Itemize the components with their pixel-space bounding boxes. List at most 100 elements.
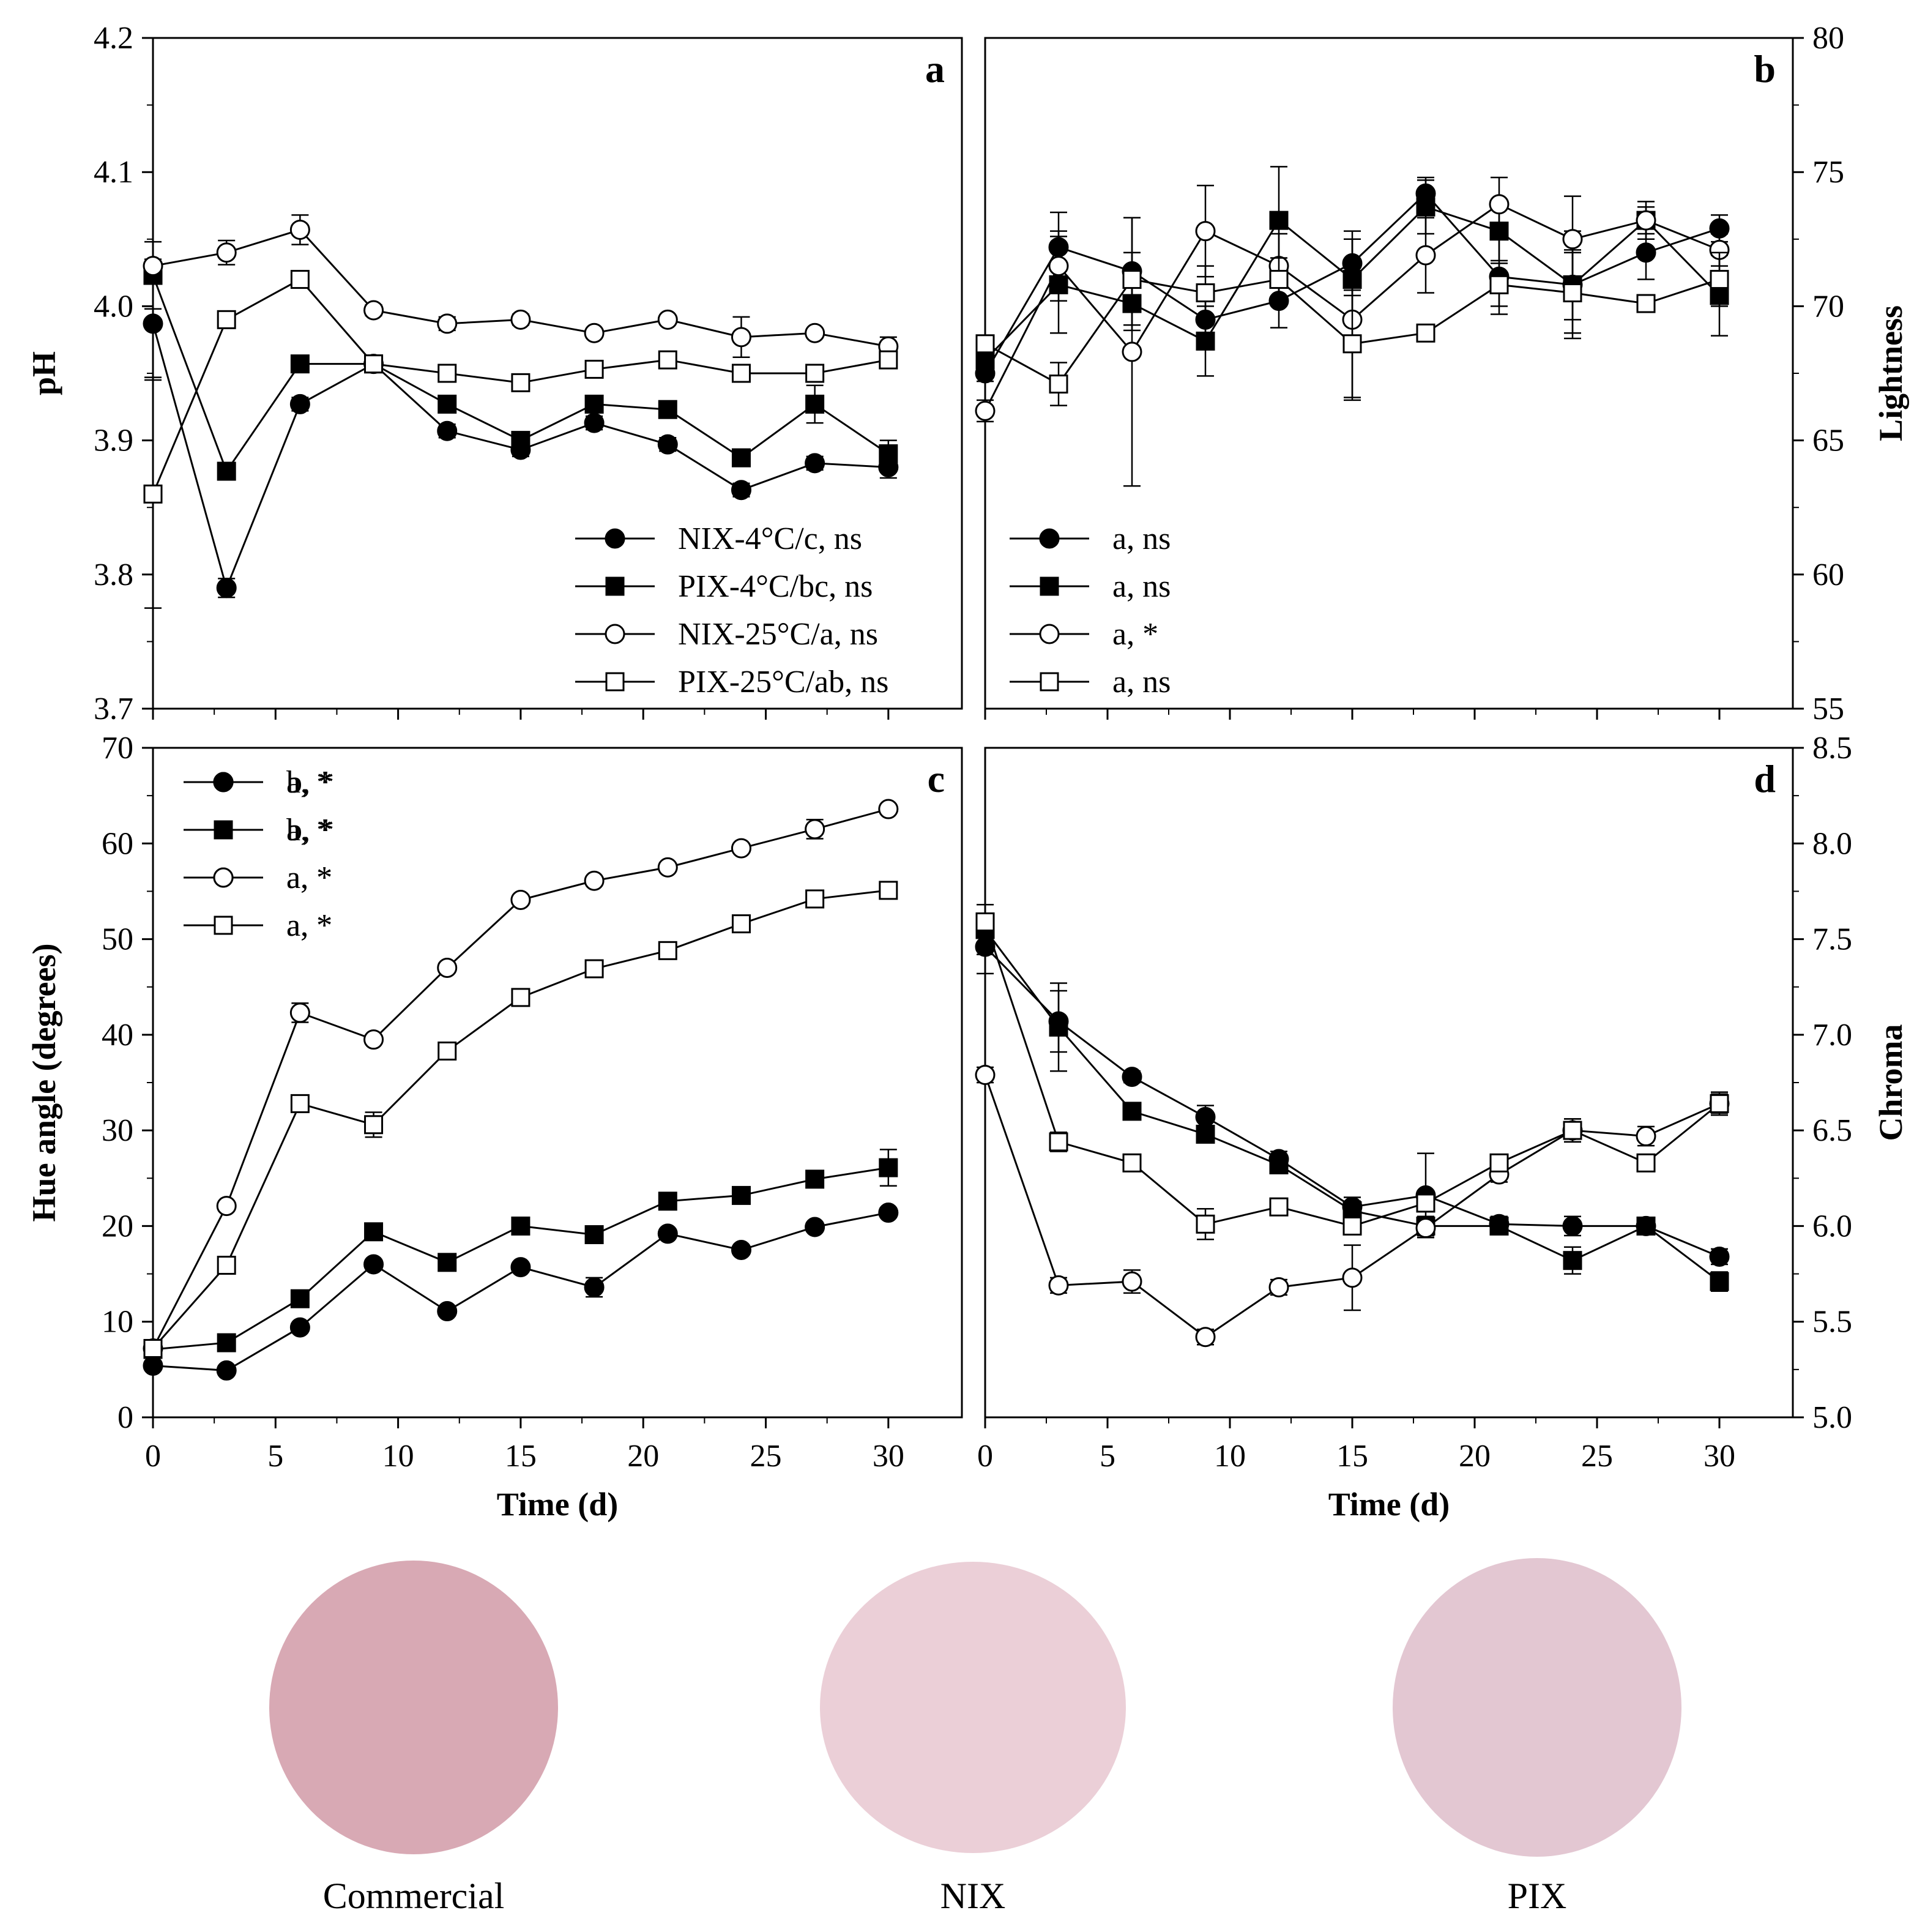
data-point — [1489, 1153, 1509, 1173]
data-point — [731, 448, 751, 468]
series-pix25 — [975, 252, 1729, 406]
data-point — [511, 988, 531, 1007]
legend-label: a, * — [286, 860, 332, 895]
legend-label: b, * — [286, 765, 334, 800]
data-point — [511, 431, 531, 450]
series-pix25 — [143, 881, 898, 1358]
data-point — [1489, 194, 1510, 215]
data-point — [217, 461, 236, 481]
legend-marker — [1040, 672, 1059, 692]
data-point — [1269, 211, 1289, 230]
legend-label: a, ns — [1112, 521, 1171, 556]
y-tick-label: 5.5 — [1812, 1305, 1852, 1340]
data-point — [878, 1203, 899, 1223]
data-point — [975, 350, 995, 370]
data-point — [511, 373, 531, 392]
x-tick-label: 5 — [267, 1439, 283, 1474]
x-tick-label: 30 — [1703, 1439, 1735, 1474]
data-point — [217, 1256, 236, 1275]
data-point — [805, 1217, 825, 1237]
legend-label: b, * — [286, 813, 334, 848]
data-point — [1563, 283, 1582, 302]
sample-disc-commercial — [269, 1561, 558, 1854]
data-point — [143, 484, 163, 504]
series-pix4 — [143, 241, 898, 481]
data-point — [1710, 1094, 1729, 1113]
data-point — [658, 400, 677, 419]
data-point — [1122, 1102, 1142, 1121]
data-point — [1563, 1121, 1582, 1140]
x-tick-label: 10 — [1214, 1439, 1246, 1474]
data-point — [1122, 1067, 1142, 1087]
data-point — [584, 359, 604, 379]
data-point — [1636, 294, 1656, 313]
data-point — [290, 270, 310, 289]
data-point — [584, 412, 605, 433]
data-point — [437, 420, 458, 441]
data-point — [363, 300, 384, 321]
data-point — [805, 364, 825, 383]
data-point — [731, 914, 751, 934]
data-point — [216, 1196, 237, 1217]
data-point — [437, 1301, 458, 1322]
data-point — [1710, 270, 1729, 289]
y-tick-label: 70 — [1812, 289, 1844, 324]
data-point — [217, 310, 236, 329]
y-tick-label: 20 — [102, 1209, 133, 1244]
data-point — [363, 1029, 384, 1050]
data-point — [510, 1257, 531, 1278]
x-tick-label: 15 — [1336, 1439, 1368, 1474]
data-point — [143, 313, 163, 334]
sample-photos: Commercial NIX PIX — [269, 1558, 1681, 1916]
data-point — [438, 1253, 457, 1272]
x-tick-label: 20 — [627, 1439, 659, 1474]
data-point — [290, 354, 310, 374]
legend: a, * a, * a, * a, * — [184, 765, 332, 943]
data-point — [289, 393, 310, 414]
data-point — [975, 334, 995, 354]
series-pix25 — [143, 270, 898, 609]
series-line — [152, 1212, 889, 1371]
panel-d-chroma-chart: 5.0 5.5 6.0 6.5 7.0 7.5 8.0 8.5 0 5 10 15 20 25 30 Time… — [184, 731, 1909, 1523]
data-point — [657, 857, 678, 878]
data-point — [1196, 1124, 1215, 1144]
panel-a-ph-chart: 3.7 3.8 3.9 4.0 4.1 4.2 pH a NIX-4°C/c, ns PIX-4°… — [26, 21, 963, 726]
data-point — [437, 957, 458, 978]
data-point — [1636, 210, 1656, 231]
data-point — [1196, 331, 1215, 351]
plot-frame — [152, 37, 963, 710]
data-point — [878, 799, 899, 819]
y-tick-label: 4.0 — [94, 289, 133, 324]
x-tick-label: 30 — [873, 1439, 904, 1474]
data-point — [1122, 1271, 1142, 1292]
data-point — [1562, 1215, 1583, 1236]
legend-marker — [605, 624, 625, 644]
photo-label-pix: PIX — [1508, 1876, 1567, 1916]
data-point — [363, 1254, 384, 1275]
y-tick-label: 30 — [102, 1113, 133, 1148]
data-point — [437, 313, 458, 334]
photo-label-commercial: Commercial — [323, 1876, 505, 1916]
data-point — [1195, 221, 1216, 242]
x-axis-title: Time (d) — [1328, 1486, 1450, 1523]
data-point — [510, 889, 531, 910]
panel-c-hue-angle-chart: 0 10 20 30 40 50 60 70 0 5 10 15 20 25 30 Time (d) Hue a… — [26, 731, 963, 1523]
data-point — [1415, 1218, 1436, 1239]
y-tick-label: 3.7 — [94, 692, 133, 726]
y-tick-label: 65 — [1812, 423, 1844, 458]
data-point — [879, 881, 898, 900]
data-point — [216, 242, 237, 263]
legend-marker — [213, 772, 234, 793]
data-point — [584, 394, 604, 414]
data-point — [805, 453, 825, 474]
data-point — [1049, 1017, 1068, 1037]
data-point — [438, 1041, 457, 1061]
data-point — [1269, 270, 1289, 289]
data-point — [290, 1094, 310, 1113]
data-point — [1342, 334, 1362, 354]
x-tick-label: 0 — [145, 1439, 161, 1474]
data-point — [805, 819, 825, 840]
data-point — [731, 327, 751, 348]
data-point — [879, 444, 898, 464]
